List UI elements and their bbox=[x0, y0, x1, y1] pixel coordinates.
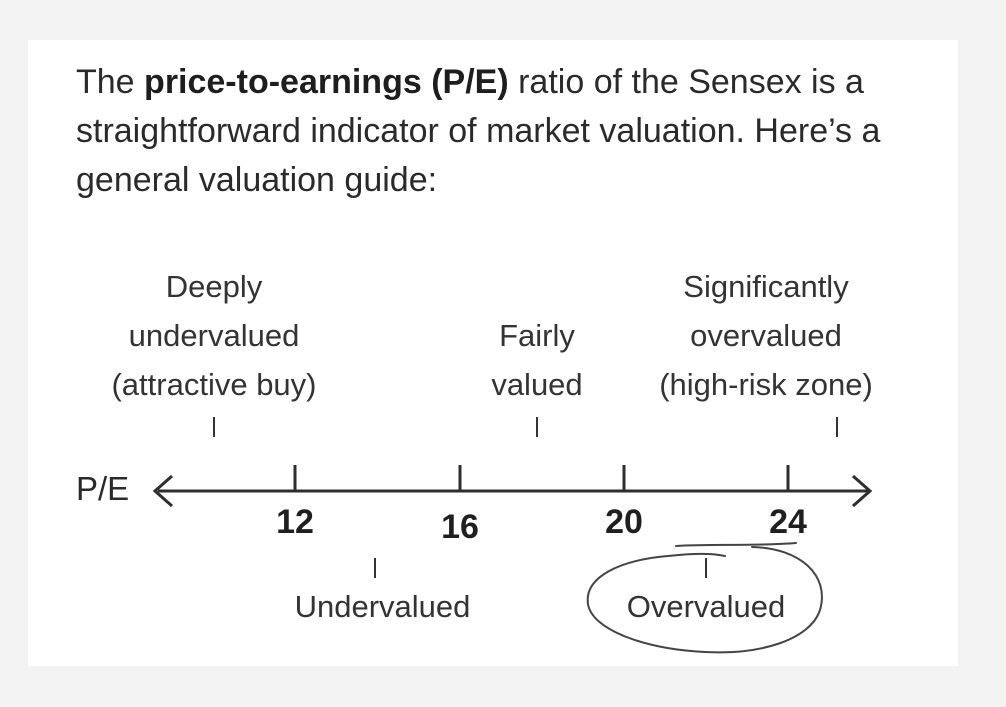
right-arrow-icon bbox=[852, 474, 873, 508]
intro-text-before: The bbox=[76, 63, 145, 101]
zone-undervalued: Undervalued bbox=[294, 589, 471, 624]
zone-overvalued: Overvalued bbox=[626, 589, 786, 624]
zone-fairly-valued: Fairly valued bbox=[491, 318, 583, 402]
intro-bold-term: price-to-earnings (P/E) bbox=[144, 63, 509, 101]
left-arrow-icon bbox=[152, 474, 173, 508]
tick-label-20: 20 bbox=[605, 503, 643, 541]
intro-text-after: ratio of the Sensex is a straightforward… bbox=[76, 63, 881, 199]
handdrawn-ellipse bbox=[586, 546, 823, 654]
axis-label: P/E bbox=[76, 470, 130, 507]
handdrawn-underline bbox=[675, 542, 797, 547]
intro-paragraph: The price-to-earnings (P/E) ratio of the… bbox=[76, 58, 936, 205]
tick-label-12: 12 bbox=[276, 503, 314, 541]
tick-label-16: 16 bbox=[441, 508, 479, 546]
zone-deeply-undervalued: Deeply undervalued (attractive buy) bbox=[111, 269, 317, 402]
tick-label-24: 24 bbox=[769, 503, 807, 541]
zone-significantly-overvalued: Significantly overvalued (high-risk zone… bbox=[659, 269, 873, 402]
